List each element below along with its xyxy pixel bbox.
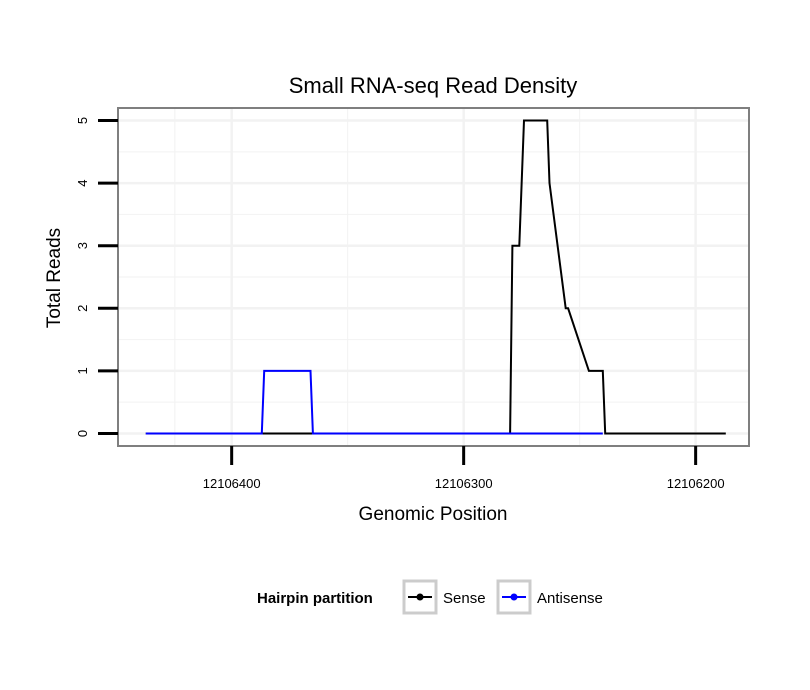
gridlines	[118, 108, 749, 446]
plot-border	[117, 107, 750, 447]
y-axis: 0 1 2 3 4 5	[75, 117, 118, 437]
legend-key-point	[510, 593, 518, 601]
plot-panel	[117, 107, 750, 447]
x-tick-label: 12106300	[435, 476, 493, 491]
x-tick-label: 12106400	[203, 476, 261, 491]
legend-title: Hairpin partition	[257, 590, 373, 607]
y-tick-label: 5	[75, 117, 90, 124]
legend: Hairpin partition Sense Antisense	[257, 579, 603, 615]
y-tick-label: 3	[75, 242, 90, 249]
x-axis-title: Genomic Position	[359, 504, 508, 525]
legend-key-point	[416, 593, 424, 601]
y-tick-label: 1	[75, 367, 90, 374]
y-axis-title: Total Reads	[44, 228, 65, 328]
y-tick-label: 2	[75, 305, 90, 312]
chart-title: Small RNA-seq Read Density	[289, 73, 578, 98]
series-lines	[145, 119, 726, 435]
y-tick-label: 0	[75, 430, 90, 437]
series-line-antisense	[145, 369, 603, 435]
legend-item-antisense: Antisense	[496, 579, 603, 615]
legend-label: Sense	[443, 590, 486, 607]
x-axis: 12106400 12106300 12106200	[203, 446, 725, 491]
y-tick-label: 4	[75, 179, 90, 186]
legend-item-sense: Sense	[402, 579, 486, 615]
x-tick-label: 12106200	[667, 476, 725, 491]
legend-label: Antisense	[537, 590, 603, 607]
